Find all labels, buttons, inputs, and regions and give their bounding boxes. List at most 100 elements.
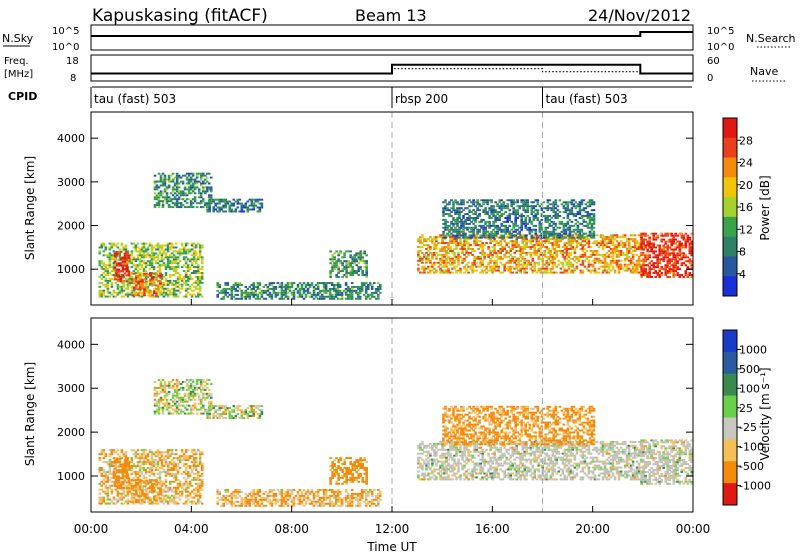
velocity-cell	[110, 500, 114, 503]
power-cell	[534, 217, 538, 219]
power-cell	[512, 213, 516, 216]
power-cell	[198, 254, 202, 257]
power-cell	[357, 266, 361, 269]
power-cell	[117, 278, 121, 281]
power-cell	[155, 276, 158, 279]
power-cell	[613, 248, 617, 250]
power-cell	[621, 246, 625, 249]
power-cell	[196, 279, 200, 282]
power-cell	[648, 250, 652, 253]
velocity-cell	[102, 451, 106, 454]
power-cell	[333, 264, 336, 267]
power-cell	[640, 270, 643, 273]
velocity-cell	[164, 459, 168, 462]
power-cell	[477, 255, 480, 258]
power-cell	[526, 201, 530, 204]
power-cell	[539, 257, 543, 260]
power-cell	[459, 242, 462, 245]
power-cell	[530, 213, 534, 216]
velocity-cell	[152, 465, 156, 467]
power-cell	[180, 277, 184, 280]
power-cell	[139, 288, 142, 291]
power-cell	[507, 251, 511, 254]
velocity-cell	[104, 502, 108, 505]
power-cell	[564, 222, 568, 225]
power-cell	[554, 213, 558, 216]
power-cell	[119, 270, 123, 273]
power-cell	[205, 186, 209, 189]
power-cell	[134, 264, 138, 267]
power-cell	[660, 274, 664, 276]
power-cell	[140, 266, 144, 269]
power-cell	[312, 286, 316, 288]
power-cell	[435, 257, 438, 260]
velocity-cell	[136, 463, 140, 466]
power-cell	[330, 293, 334, 296]
power-cell	[538, 220, 542, 223]
power-cell	[194, 262, 198, 265]
power-cell	[167, 174, 171, 177]
power-cell	[609, 248, 613, 250]
power-cell	[174, 246, 178, 249]
power-cell	[583, 255, 587, 258]
power-cell	[157, 198, 161, 201]
power-cell	[615, 240, 619, 243]
velocity-cell	[118, 496, 122, 499]
power-cell	[258, 284, 262, 286]
power-cell	[431, 251, 434, 254]
power-cell	[246, 206, 250, 209]
power-cell	[119, 256, 123, 259]
power-cell	[491, 246, 494, 249]
power-cell	[156, 256, 160, 259]
velocity-cell	[144, 472, 148, 475]
power-cell	[637, 265, 641, 268]
power-cell	[522, 201, 526, 204]
power-cell	[488, 222, 491, 225]
power-cell	[115, 250, 119, 253]
power-cell	[682, 244, 686, 247]
velocity-cell	[108, 472, 112, 475]
power-cell	[449, 240, 452, 243]
power-cell	[104, 285, 108, 288]
power-cell	[306, 282, 310, 285]
power-cell	[123, 272, 127, 275]
power-cell	[461, 250, 464, 252]
power-cell	[234, 210, 238, 213]
power-cell	[569, 265, 573, 268]
power-cell	[588, 217, 592, 219]
velocity-cell	[136, 476, 140, 479]
power-cell	[553, 257, 557, 260]
power-cell	[447, 267, 450, 270]
power-cell	[110, 244, 114, 247]
power-cell	[270, 288, 274, 290]
power-cell	[463, 240, 466, 243]
power-cell	[186, 252, 190, 255]
power-cell	[329, 250, 332, 253]
power-cell	[322, 297, 326, 300]
power-cell	[506, 219, 510, 221]
power-cell	[148, 295, 152, 298]
power-cell	[668, 270, 672, 273]
velocity-cell	[162, 488, 166, 491]
power-cell	[425, 257, 428, 260]
power-cell	[302, 291, 306, 294]
power-cell	[122, 289, 126, 292]
power-cell	[519, 269, 523, 272]
power-cell	[175, 190, 179, 193]
velocity-cell	[168, 467, 172, 469]
power-cell	[443, 269, 446, 272]
power-cell	[559, 240, 563, 243]
power-cell	[486, 234, 489, 237]
power-cell	[427, 246, 430, 249]
power-cell	[555, 238, 559, 241]
power-cell	[532, 201, 536, 204]
power-cell	[615, 236, 619, 239]
power-cell	[173, 198, 177, 201]
power-cell	[455, 246, 458, 249]
power-cell	[449, 271, 452, 274]
power-cell	[110, 277, 114, 280]
power-cell	[512, 201, 516, 204]
power-cell	[452, 219, 455, 221]
velocity-cell	[132, 496, 136, 499]
velocity-cell	[164, 500, 168, 503]
